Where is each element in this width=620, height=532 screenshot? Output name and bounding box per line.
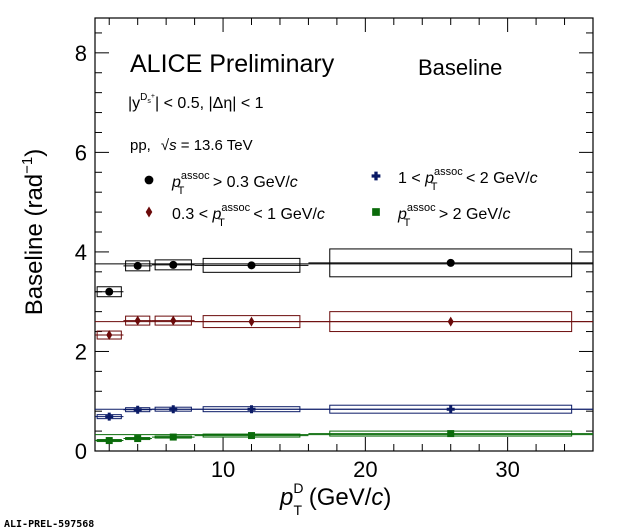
x-axis-label: pD T (GeV/c) bbox=[279, 480, 391, 518]
data-point-diamond bbox=[248, 316, 255, 327]
y-tick-label: 4 bbox=[75, 240, 87, 265]
x-tick-labels: 10 20 30 bbox=[211, 457, 520, 482]
x-axis-p: p bbox=[279, 484, 293, 511]
data-point-cross bbox=[169, 405, 178, 414]
axis-ticks bbox=[95, 18, 594, 452]
x-axis-rest: (GeV/ bbox=[302, 484, 372, 511]
energy-s: s bbox=[169, 137, 177, 154]
x-axis-close: ) bbox=[383, 484, 391, 511]
data-point-square bbox=[134, 435, 142, 443]
rapidity-rest: | < 0.5, |Δη| < 1 bbox=[155, 95, 264, 112]
legend-entry-label: 1 < passoc T < 2 GeV/c bbox=[398, 166, 538, 193]
data-point-cross bbox=[446, 405, 455, 414]
y-axis-sup: −1 bbox=[19, 157, 36, 174]
data-point-diamond bbox=[145, 206, 153, 218]
legend-entry-label: passoc T > 2 GeV/c bbox=[397, 202, 510, 229]
legend-entry-label: passoc T > 0.3 GeV/c bbox=[171, 170, 298, 197]
data-point-circle bbox=[133, 261, 142, 270]
systematic-box bbox=[125, 260, 151, 272]
data-point-square bbox=[372, 208, 380, 216]
x-tick-label: 10 bbox=[211, 457, 235, 482]
data-point-square bbox=[105, 437, 113, 445]
y-tick-label: 0 bbox=[75, 439, 87, 464]
legend: passoc T > 0.3 GeV/c 0.3 < passoc T < 1 GeV… bbox=[144, 166, 538, 229]
y-tick-label: 8 bbox=[75, 41, 87, 66]
systematic-box bbox=[329, 311, 573, 333]
data-point-diamond bbox=[134, 315, 141, 326]
system-label: pp, bbox=[130, 137, 151, 154]
data-point-circle bbox=[446, 258, 455, 267]
rapidity-plus: + bbox=[151, 93, 155, 100]
x-axis-sup: D bbox=[293, 480, 303, 496]
watermark: ALI-PREL-597568 bbox=[4, 519, 94, 530]
data-point-square bbox=[447, 430, 455, 438]
data-point-diamond bbox=[447, 316, 454, 327]
y-axis-close: ) bbox=[21, 149, 48, 157]
x-axis-c: c bbox=[371, 484, 383, 511]
plot-frame bbox=[94, 17, 594, 452]
data-point-cross bbox=[133, 405, 142, 414]
data-points bbox=[95, 248, 593, 445]
y-tick-label: 2 bbox=[75, 339, 87, 364]
rapidity-y: |y bbox=[128, 95, 140, 112]
sqrt-symbol: √ bbox=[161, 137, 170, 154]
chart-title: ALICE Preliminary bbox=[130, 50, 335, 78]
data-point-cross bbox=[105, 412, 114, 421]
data-point-diamond bbox=[106, 330, 113, 341]
data-point-circle bbox=[144, 175, 154, 185]
x-axis-sub: T bbox=[293, 502, 302, 518]
y-axis-main: Baseline (rad bbox=[21, 174, 48, 315]
systematic-box bbox=[202, 315, 301, 329]
data-point-diamond bbox=[170, 315, 177, 326]
systematic-box bbox=[202, 257, 301, 273]
data-point-circle bbox=[247, 261, 256, 270]
energy-value: = 13.6 TeV bbox=[177, 137, 253, 154]
data-point-cross bbox=[371, 171, 381, 181]
x-tick-label: 30 bbox=[495, 457, 519, 482]
systematic-box bbox=[329, 248, 573, 278]
rapidity-subsup: s bbox=[147, 98, 151, 105]
data-point-cross bbox=[247, 405, 256, 414]
legend-entry-label: 0.3 < passoc T < 1 GeV/c bbox=[172, 202, 325, 229]
systematic-box bbox=[154, 259, 192, 271]
y-tick-labels: 0 2 4 6 8 bbox=[75, 41, 87, 464]
y-tick-label: 6 bbox=[75, 140, 87, 165]
chart-subtitle: Baseline bbox=[418, 55, 502, 80]
data-point-circle bbox=[105, 287, 114, 296]
data-point-square bbox=[169, 433, 177, 441]
data-point-circle bbox=[169, 260, 178, 269]
energy-annotation: pp, √s = 13.6 TeV bbox=[130, 137, 253, 154]
rapidity-annotation: |yDs+| < 0.5, |Δη| < 1 bbox=[128, 92, 264, 112]
systematic-box bbox=[96, 286, 122, 298]
x-tick-label: 20 bbox=[353, 457, 377, 482]
y-axis-label: Baseline (rad−1) bbox=[19, 149, 48, 316]
rapidity-sup: D bbox=[140, 92, 147, 103]
data-point-square bbox=[248, 432, 256, 440]
